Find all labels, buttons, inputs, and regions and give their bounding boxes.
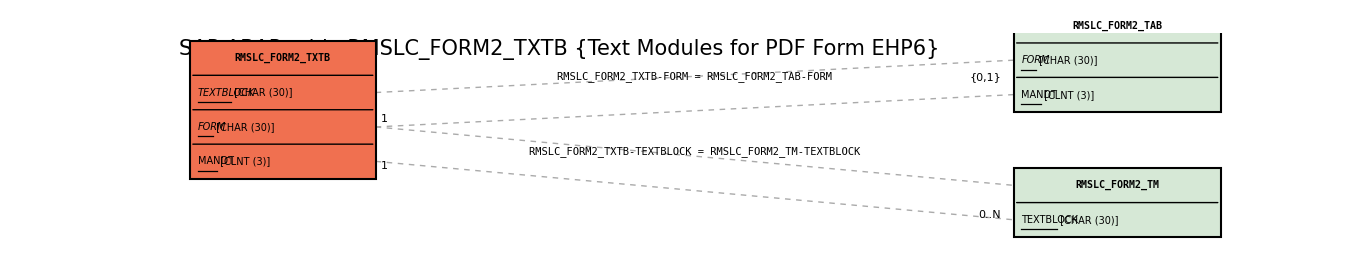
Text: [CHAR (30)]: [CHAR (30)]	[212, 122, 274, 132]
Bar	[1014, 168, 1220, 203]
Text: MANDT: MANDT	[197, 156, 234, 166]
Text: 1: 1	[380, 114, 389, 124]
Text: [CHAR (30)]: [CHAR (30)]	[1057, 215, 1119, 225]
Text: {0,1}: {0,1}	[970, 72, 1001, 82]
Text: [CLNT (3)]: [CLNT (3)]	[1041, 90, 1094, 100]
Text: RMSLC_FORM2_TXTB-TEXTBLOCK = RMSLC_FORM2_TM-TEXTBLOCK: RMSLC_FORM2_TXTB-TEXTBLOCK = RMSLC_FORM2…	[529, 147, 860, 157]
Text: FORM: FORM	[197, 122, 226, 132]
Bar	[190, 144, 376, 179]
Text: [CHAR (30)]: [CHAR (30)]	[231, 88, 293, 98]
Text: RMSLC_FORM2_TM: RMSLC_FORM2_TM	[1075, 180, 1159, 191]
Bar	[190, 41, 376, 179]
Bar	[1014, 203, 1220, 237]
Bar	[1014, 8, 1220, 112]
Text: TEXTBLOCK: TEXTBLOCK	[1022, 215, 1078, 225]
Text: RMSLC_FORM2_TXTB-FORM = RMSLC_FORM2_TAB-FORM: RMSLC_FORM2_TXTB-FORM = RMSLC_FORM2_TAB-…	[557, 72, 832, 82]
Text: 0..N: 0..N	[978, 210, 1001, 220]
Bar	[1014, 8, 1220, 43]
Text: RMSLC_FORM2_TAB: RMSLC_FORM2_TAB	[1073, 21, 1163, 31]
Bar	[1014, 43, 1220, 78]
Bar	[1014, 78, 1220, 112]
Bar	[190, 110, 376, 144]
Bar	[190, 41, 376, 75]
Text: 1: 1	[380, 160, 389, 170]
Bar	[1014, 168, 1220, 237]
Text: TEXTBLOCK: TEXTBLOCK	[197, 88, 254, 98]
Text: [CHAR (30)]: [CHAR (30)]	[1037, 55, 1099, 65]
Text: MANDT: MANDT	[1022, 90, 1057, 100]
Text: RMSLC_FORM2_TXTB: RMSLC_FORM2_TXTB	[235, 53, 331, 63]
Text: FORM: FORM	[1022, 55, 1049, 65]
Text: [CLNT (3)]: [CLNT (3)]	[218, 156, 271, 166]
Bar	[190, 75, 376, 110]
Text: SAP ABAP table RMSLC_FORM2_TXTB {Text Modules for PDF Form EHP6}: SAP ABAP table RMSLC_FORM2_TXTB {Text Mo…	[179, 39, 940, 60]
